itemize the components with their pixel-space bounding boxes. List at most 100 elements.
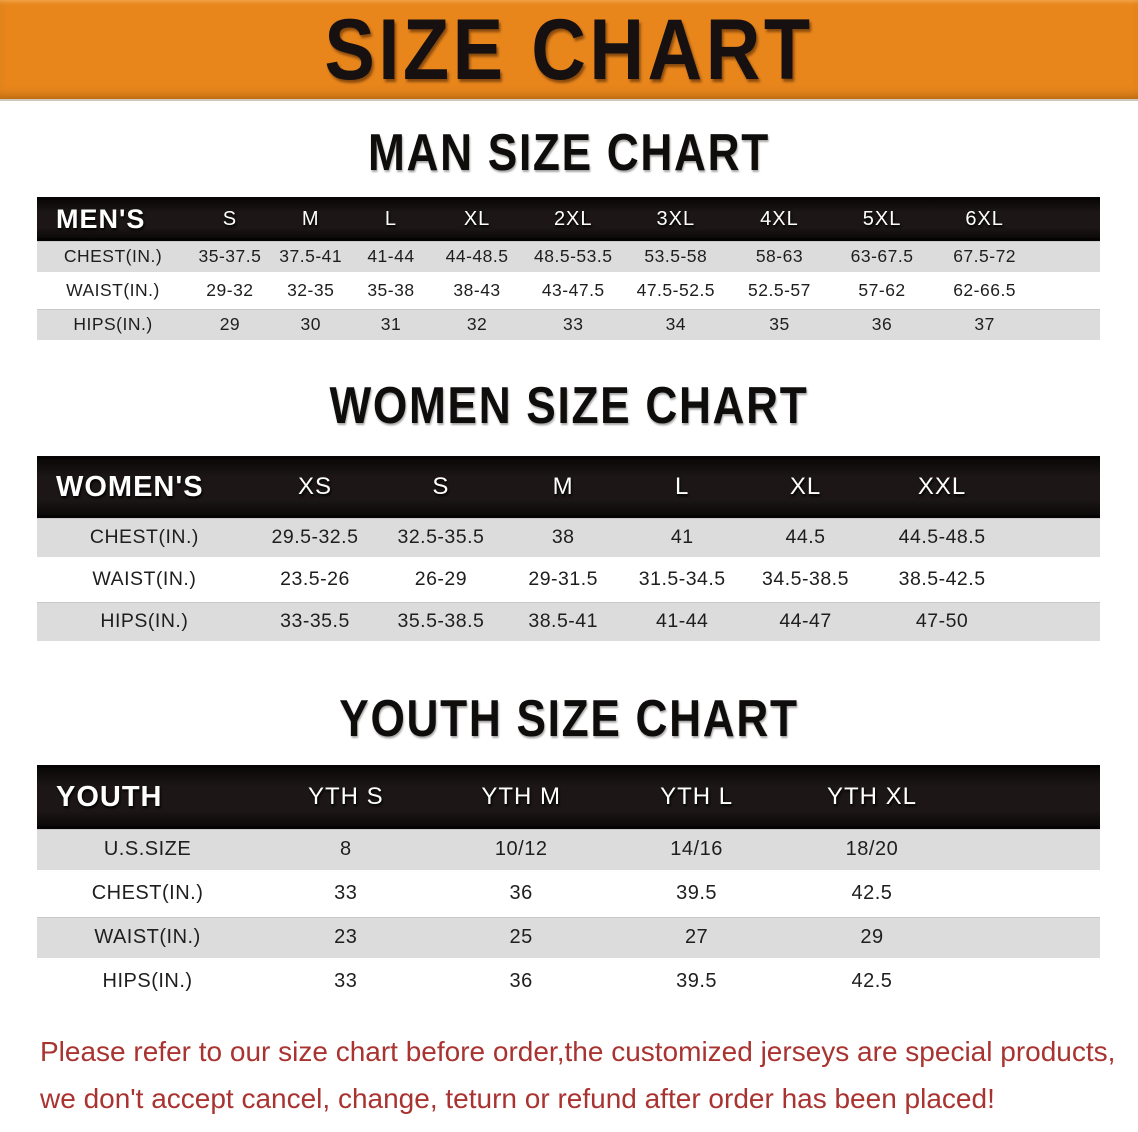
row-filler: [1014, 515, 1100, 559]
size-column-header: YTH S: [258, 765, 434, 829]
row-filler: [959, 870, 1100, 916]
size-value-cell: 63-67.5: [831, 238, 934, 274]
size-column-header: M: [503, 456, 623, 518]
size-value-cell: 31: [350, 306, 432, 340]
row-label: CHEST(IN.): [37, 515, 252, 559]
size-value-cell: 36: [831, 306, 934, 340]
size-column-header: M: [270, 197, 351, 241]
table-row: WAIST(IN.) 23 25 27 29: [37, 914, 1100, 960]
size-column-header: 5XL: [831, 197, 934, 241]
disclaimer: Please refer to our size chart before or…: [40, 1028, 1138, 1122]
women-size-table: WOMEN'S XS S M L XL XXL CHEST(IN.) 29.5-32.5 32.5…: [37, 456, 1100, 641]
size-value-cell: 42.5: [784, 958, 960, 1002]
size-value-cell: 18/20: [784, 826, 960, 872]
size-column-header: XXL: [869, 456, 1015, 518]
row-label: WAIST(IN.): [37, 914, 259, 960]
size-value-cell: 36: [433, 870, 609, 916]
size-value-cell: 10/12: [433, 826, 609, 872]
table-row: HIPS(IN.) 33 36 39.5 42.5: [37, 958, 1100, 1002]
table-row: WAIST(IN.) 23.5-26 26-29 29-31.5 31.5-34.5 34…: [37, 557, 1100, 601]
row-filler: [1036, 238, 1100, 274]
size-value-cell: 8: [258, 826, 434, 872]
header-filler: [1036, 197, 1100, 241]
table-row: CHEST(IN.) 33 36 39.5 42.5: [37, 870, 1100, 916]
row-filler: [1014, 599, 1100, 641]
size-value-cell: 44.5: [741, 515, 870, 559]
size-column-header: 6XL: [933, 197, 1037, 241]
size-column-header: YTH M: [433, 765, 609, 829]
size-column-header: L: [622, 456, 742, 518]
table-row: WAIST(IN.) 29-32 32-35 35-38 38-43 43-47.5 47.…: [37, 272, 1100, 308]
size-value-cell: 29.5-32.5: [251, 515, 379, 559]
size-value-cell: 35: [727, 306, 832, 340]
size-chart-banner: SIZE CHART: [0, 0, 1138, 101]
row-filler: [959, 914, 1100, 960]
row-label: WAIST(IN.): [37, 272, 189, 308]
table-header-label: WOMEN'S: [37, 456, 252, 518]
size-value-cell: 39.5: [608, 958, 785, 1002]
row-label: HIPS(IN.): [37, 599, 252, 641]
youth-section-title: YOUTH SIZE CHART: [339, 690, 799, 748]
size-column-header: 2XL: [522, 197, 624, 241]
size-column-header: S: [189, 197, 271, 241]
size-column-header: YTH XL: [784, 765, 960, 829]
size-value-cell: 67.5-72: [933, 238, 1037, 274]
row-label: WAIST(IN.): [37, 557, 252, 601]
row-filler: [1014, 557, 1100, 601]
table-row: CHEST(IN.) 35-37.5 37.5-41 41-44 44-48.5 48.5…: [37, 238, 1100, 274]
size-value-cell: 62-66.5: [933, 272, 1037, 308]
youth-size-section: YOUTH SIZE CHART YOUTH YTH S YTH M YTH L YTH…: [0, 693, 1138, 1002]
women-size-section: WOMEN SIZE CHART WOMEN'S XS S M L XL XXL CHEST(…: [0, 380, 1138, 641]
size-value-cell: 34.5-38.5: [741, 557, 870, 601]
row-filler: [959, 826, 1100, 872]
row-label: U.S.SIZE: [37, 826, 259, 872]
size-value-cell: 33: [258, 958, 434, 1002]
size-column-header: 3XL: [623, 197, 728, 241]
size-value-cell: 53.5-58: [623, 238, 728, 274]
size-column-header: L: [350, 197, 432, 241]
size-value-cell: 37: [933, 306, 1037, 340]
size-value-cell: 43-47.5: [522, 272, 624, 308]
size-value-cell: 35-37.5: [189, 238, 271, 274]
header-filler: [959, 765, 1100, 829]
size-value-cell: 47.5-52.5: [623, 272, 728, 308]
size-value-cell: 57-62: [831, 272, 934, 308]
row-label: CHEST(IN.): [37, 870, 259, 916]
men-size-section: MAN SIZE CHART MEN'S S M L XL 2XL 3XL 4XL 5XL 6XL…: [0, 127, 1138, 340]
size-value-cell: 58-63: [727, 238, 832, 274]
size-value-cell: 26-29: [378, 557, 504, 601]
size-value-cell: 23.5-26: [251, 557, 379, 601]
size-value-cell: 29: [784, 914, 960, 960]
size-value-cell: 27: [608, 914, 785, 960]
size-value-cell: 42.5: [784, 870, 960, 916]
size-value-cell: 29: [189, 306, 271, 340]
table-header-label: MEN'S: [37, 197, 189, 241]
size-value-cell: 41-44: [350, 238, 432, 274]
row-filler: [1036, 306, 1100, 340]
table-row: CHEST(IN.) 29.5-32.5 32.5-35.5 38 41 44.5 44.5…: [37, 515, 1100, 559]
size-value-cell: 47-50: [869, 599, 1015, 641]
size-column-header: 4XL: [727, 197, 832, 241]
size-value-cell: 38-43: [431, 272, 523, 308]
header-filler: [1014, 456, 1100, 518]
size-value-cell: 35-38: [350, 272, 432, 308]
size-value-cell: 38: [503, 515, 623, 559]
size-value-cell: 35.5-38.5: [378, 599, 504, 641]
disclaimer-line-2: we don't accept cancel, change, teturn o…: [40, 1083, 995, 1114]
size-column-header: YTH L: [608, 765, 785, 829]
size-value-cell: 48.5-53.5: [522, 238, 624, 274]
size-value-cell: 44.5-48.5: [869, 515, 1015, 559]
size-value-cell: 44-47: [741, 599, 870, 641]
row-label: HIPS(IN.): [37, 306, 189, 340]
size-value-cell: 38.5-41: [503, 599, 623, 641]
row-label: CHEST(IN.): [37, 238, 189, 274]
size-value-cell: 23: [258, 914, 434, 960]
banner-title: SIZE CHART: [324, 1, 814, 98]
size-value-cell: 32.5-35.5: [378, 515, 504, 559]
table-row: HIPS(IN.) 29 30 31 32 33 34 35 36 37: [37, 306, 1100, 340]
row-filler: [959, 958, 1100, 1002]
size-value-cell: 41-44: [622, 599, 742, 641]
size-value-cell: 44-48.5: [431, 238, 523, 274]
size-value-cell: 29-32: [189, 272, 271, 308]
size-value-cell: 33: [522, 306, 624, 340]
